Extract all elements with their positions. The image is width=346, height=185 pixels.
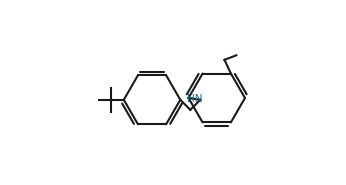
Text: HN: HN: [187, 94, 202, 104]
